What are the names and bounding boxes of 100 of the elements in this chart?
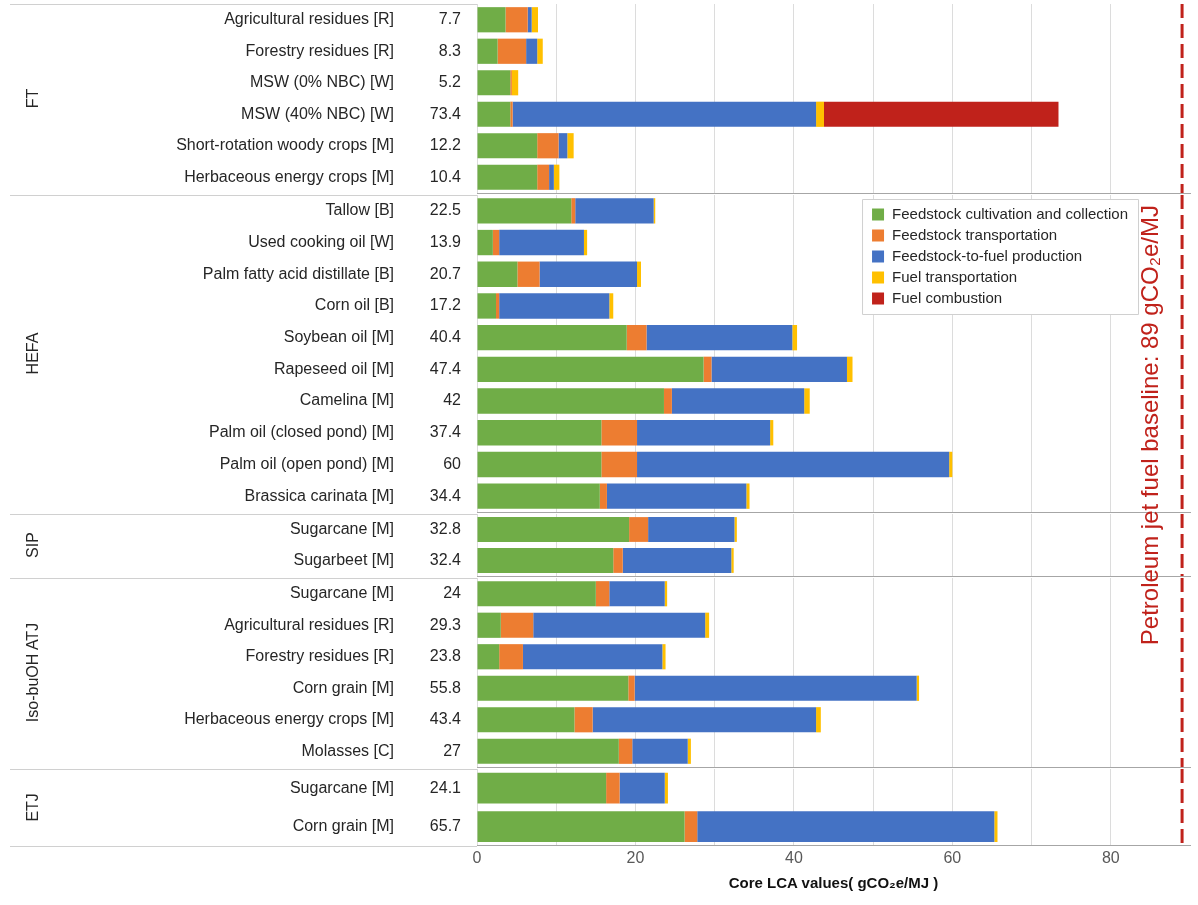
- total-label: 73.4: [429, 104, 462, 122]
- y-tick-label: Herbaceous energy crops [M]: [184, 710, 394, 728]
- y-tick-label: Corn grain [M]: [292, 678, 394, 696]
- y-tick-label: Short-rotation woody crops [M]: [176, 136, 394, 154]
- bar: [632, 738, 688, 764]
- bar: [606, 483, 747, 509]
- legend-label: Feedstock cultivation and collection: [892, 204, 1128, 222]
- bar: [477, 293, 497, 319]
- bar: [537, 133, 559, 159]
- total-label: 8.3: [438, 41, 462, 59]
- y-tick-label: MSW (40% NBC) [W]: [241, 104, 394, 122]
- y-tick-label: Forestry residues [R]: [245, 41, 394, 59]
- total-label: 13.9: [429, 232, 462, 250]
- y-tick-label: Tallow [B]: [325, 201, 394, 219]
- bar: [549, 164, 554, 190]
- bar: [477, 483, 600, 509]
- bar: [823, 101, 1059, 127]
- bar: [477, 38, 498, 64]
- y-tick-label: Brassica carinata [M]: [244, 486, 394, 504]
- bar: [663, 388, 672, 414]
- bar: [687, 738, 691, 764]
- total-label: 43.4: [429, 710, 462, 728]
- bar: [637, 451, 950, 478]
- bar: [746, 483, 750, 509]
- bar: [492, 229, 500, 256]
- bar: [477, 388, 664, 414]
- bar: [606, 772, 620, 804]
- total-label: 34.4: [429, 486, 462, 504]
- y-tick-label: Forestry residues [R]: [245, 647, 394, 665]
- total-label: 32.4: [429, 550, 462, 568]
- y-tick-label: Agricultural residues [R]: [224, 10, 394, 28]
- y-tick-label: MSW (0% NBC) [W]: [250, 73, 394, 91]
- bar: [705, 612, 710, 638]
- bar: [711, 356, 847, 383]
- bar: [734, 517, 737, 542]
- bar: [477, 548, 614, 573]
- bar: [517, 261, 540, 287]
- y-tick-label: Palm fatty acid distillate [B]: [202, 264, 394, 282]
- x-axis-title: Core LCA values( gCO₂e/MJ ): [728, 874, 939, 892]
- bar: [816, 707, 821, 733]
- total-label: 42: [443, 391, 462, 409]
- bar: [477, 164, 538, 190]
- bar: [629, 517, 649, 542]
- bar: [731, 548, 734, 573]
- bar: [477, 133, 538, 159]
- bar: [671, 388, 805, 414]
- bar: [477, 198, 572, 224]
- bar: [684, 811, 698, 842]
- bar: [477, 420, 602, 446]
- bar: [816, 101, 824, 127]
- bar: [619, 772, 665, 804]
- bar: [510, 101, 513, 127]
- bar: [592, 707, 817, 733]
- bar: [662, 644, 666, 670]
- bar: [626, 324, 647, 351]
- bar: [558, 133, 568, 159]
- y-tick-label: Sugarbeet [M]: [293, 550, 394, 568]
- bar: [583, 229, 588, 256]
- bar: [599, 483, 607, 509]
- y-tick-label: Rapeseed oil [M]: [273, 359, 394, 377]
- y-tick-label: Molasses [C]: [301, 741, 394, 759]
- y-tick-label: Herbaceous energy crops [M]: [184, 167, 394, 185]
- y-tick-label: Sugarcane [M]: [289, 778, 394, 796]
- total-label: 27: [443, 741, 462, 759]
- legend-label: Fuel transportation: [892, 267, 1018, 285]
- bar: [497, 38, 527, 64]
- bar: [618, 738, 633, 764]
- bar: [575, 198, 654, 224]
- y-tick-label: Corn grain [M]: [292, 817, 394, 835]
- x-tick-label: 80: [1101, 848, 1120, 866]
- bar: [613, 548, 623, 573]
- y-tick-label: Sugarcane [M]: [289, 519, 394, 537]
- y-tick-label: Agricultural residues [R]: [224, 615, 394, 633]
- bar: [477, 451, 602, 478]
- bar: [477, 675, 629, 701]
- bar: [499, 644, 523, 670]
- total-label: 10.4: [429, 167, 462, 185]
- bar: [595, 581, 610, 607]
- bar: [477, 517, 630, 542]
- bar: [697, 811, 995, 842]
- bar: [531, 7, 538, 33]
- y-axis-title: SIP: [24, 532, 42, 558]
- bar: [622, 548, 732, 573]
- bar: [477, 644, 500, 670]
- bar: [512, 101, 817, 127]
- bar: [477, 811, 685, 842]
- total-label: 17.2: [429, 296, 462, 314]
- bar: [994, 811, 998, 842]
- bar: [477, 356, 704, 383]
- bar: [477, 738, 619, 764]
- bar: [574, 707, 593, 733]
- total-label: 7.7: [438, 10, 462, 28]
- y-axis-title: HEFA: [24, 332, 42, 375]
- bar: [637, 261, 641, 287]
- bar: [949, 451, 953, 478]
- bar: [500, 612, 534, 638]
- bar: [646, 324, 793, 351]
- total-label: 60: [443, 454, 462, 472]
- bar: [477, 70, 511, 96]
- total-label: 12.2: [429, 136, 462, 154]
